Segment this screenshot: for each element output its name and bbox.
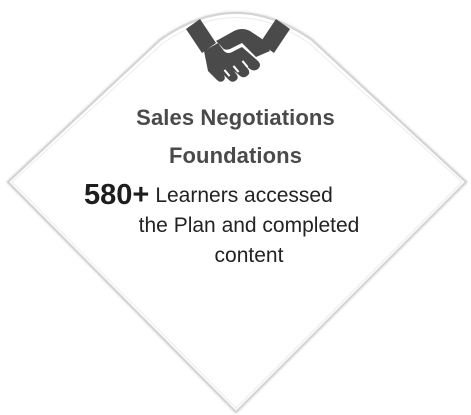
stat-block: 580+ Learners accessed the Plan and compl… (84, 180, 414, 271)
stat-text-1: Learners accessed (155, 184, 333, 207)
card-title: Sales Negotiations Foundations (0, 99, 471, 175)
stat-line-2: the Plan and completed (138, 214, 360, 237)
stat-value: 580+ (84, 179, 150, 211)
card-title-line-2: Foundations (168, 143, 303, 168)
card-title-line-1: Sales Negotiations (136, 105, 335, 130)
stat-line-3: content (214, 244, 284, 267)
stat-line-1: 580+ Learners accessed (84, 180, 414, 211)
handshake-icon (186, 17, 290, 91)
